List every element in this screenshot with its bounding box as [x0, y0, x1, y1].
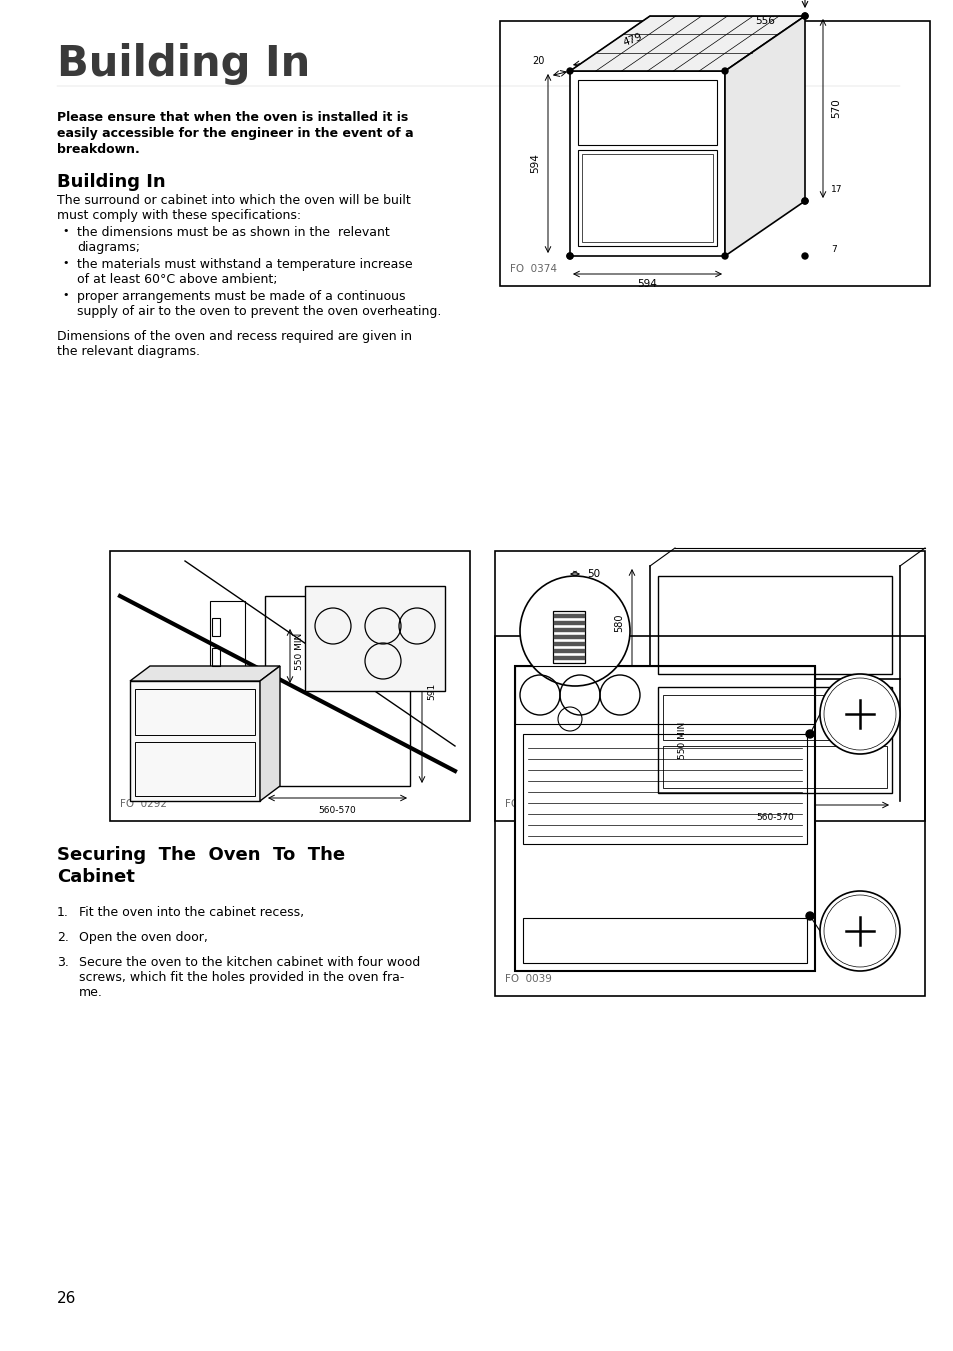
- Text: the relevant diagrams.: the relevant diagrams.: [57, 345, 200, 358]
- Circle shape: [801, 14, 807, 19]
- Circle shape: [566, 68, 573, 74]
- Text: 556: 556: [754, 15, 774, 26]
- Text: •: •: [62, 258, 69, 267]
- Text: 26: 26: [57, 1292, 76, 1306]
- Text: Open the oven door,: Open the oven door,: [79, 931, 208, 944]
- Bar: [265, 596, 410, 786]
- Text: breakdown.: breakdown.: [57, 143, 139, 155]
- Text: 479: 479: [620, 31, 643, 47]
- Text: Fit the oven into the cabinet recess,: Fit the oven into the cabinet recess,: [79, 907, 304, 919]
- Polygon shape: [260, 666, 280, 801]
- Text: supply of air to the oven to prevent the oven overheating.: supply of air to the oven to prevent the…: [77, 305, 441, 317]
- Text: 550 MIN: 550 MIN: [294, 632, 304, 670]
- Text: The surround or cabinet into which the oven will be built: The surround or cabinet into which the o…: [57, 195, 411, 207]
- Text: 7: 7: [830, 246, 836, 254]
- Text: 591: 591: [427, 682, 436, 700]
- Text: Cabinet: Cabinet: [57, 867, 134, 886]
- Text: Building In: Building In: [57, 173, 166, 190]
- Text: of at least 60°C above ambient;: of at least 60°C above ambient;: [77, 273, 277, 286]
- Circle shape: [820, 892, 899, 971]
- Bar: [495, 636, 924, 996]
- Bar: [581, 154, 712, 242]
- Bar: [135, 742, 254, 796]
- Text: 2.: 2.: [57, 931, 69, 944]
- Text: Dimensions of the oven and recess required are given in: Dimensions of the oven and recess requir…: [57, 330, 412, 343]
- Bar: [578, 80, 717, 145]
- Text: 594: 594: [637, 280, 657, 289]
- Text: Securing  The  Oven  To  The: Securing The Oven To The: [57, 846, 345, 865]
- Text: proper arrangements must be made of a continuous: proper arrangements must be made of a co…: [77, 290, 405, 303]
- Polygon shape: [130, 666, 280, 681]
- Text: 50: 50: [586, 569, 599, 580]
- Circle shape: [820, 674, 899, 754]
- Bar: [210, 601, 245, 690]
- Text: Please ensure that when the oven is installed it is: Please ensure that when the oven is inst…: [57, 111, 408, 124]
- Text: 20: 20: [531, 55, 543, 66]
- Circle shape: [721, 253, 727, 259]
- Circle shape: [566, 253, 573, 259]
- Text: easily accessible for the engineer in the event of a: easily accessible for the engineer in th…: [57, 127, 414, 141]
- Circle shape: [519, 576, 629, 686]
- Text: 17: 17: [830, 185, 841, 193]
- Text: Secure the oven to the kitchen cabinet with four wood: Secure the oven to the kitchen cabinet w…: [79, 957, 420, 969]
- Polygon shape: [724, 16, 804, 255]
- Circle shape: [801, 14, 807, 19]
- Bar: [662, 696, 886, 740]
- Bar: [658, 686, 891, 793]
- Bar: [522, 734, 806, 844]
- Text: Building In: Building In: [57, 43, 310, 85]
- Bar: [499, 22, 929, 286]
- Bar: [515, 666, 814, 971]
- Circle shape: [566, 253, 573, 259]
- Text: 3.: 3.: [57, 957, 69, 969]
- Text: 550 MIN: 550 MIN: [678, 721, 686, 758]
- Circle shape: [801, 253, 807, 259]
- Bar: [662, 746, 886, 788]
- Text: FO  0292: FO 0292: [120, 798, 167, 809]
- Circle shape: [805, 912, 813, 920]
- Bar: [569, 72, 724, 255]
- Bar: [522, 917, 806, 963]
- Polygon shape: [569, 16, 804, 72]
- Text: 580: 580: [614, 613, 623, 632]
- Bar: [212, 648, 220, 666]
- Text: FO  0374: FO 0374: [510, 263, 557, 274]
- Circle shape: [805, 730, 813, 738]
- Text: must comply with these specifications:: must comply with these specifications:: [57, 209, 301, 222]
- Circle shape: [801, 199, 807, 204]
- Text: the materials must withstand a temperature increase: the materials must withstand a temperatu…: [77, 258, 413, 272]
- Bar: [578, 150, 717, 246]
- Bar: [212, 617, 220, 636]
- Text: 1.: 1.: [57, 907, 69, 919]
- Text: 594: 594: [530, 154, 539, 173]
- Bar: [495, 551, 924, 821]
- Circle shape: [801, 199, 807, 204]
- Text: screws, which fit the holes provided in the oven fra-: screws, which fit the holes provided in …: [79, 971, 404, 984]
- Circle shape: [721, 68, 727, 74]
- Text: •: •: [62, 226, 69, 236]
- Text: •: •: [62, 290, 69, 300]
- Bar: [305, 586, 444, 690]
- Text: 570: 570: [830, 99, 841, 119]
- Bar: [135, 689, 254, 735]
- Bar: [515, 666, 814, 724]
- Bar: [658, 576, 891, 674]
- Text: the dimensions must be as shown in the  relevant: the dimensions must be as shown in the r…: [77, 226, 390, 239]
- Bar: [110, 551, 470, 821]
- Text: 560-570: 560-570: [756, 813, 793, 821]
- Text: me.: me.: [79, 986, 103, 998]
- Text: FO  0290: FO 0290: [504, 798, 551, 809]
- Bar: [130, 681, 260, 801]
- Text: 560-570: 560-570: [318, 807, 356, 815]
- Text: diagrams;: diagrams;: [77, 240, 140, 254]
- Bar: [553, 611, 584, 663]
- Text: FO  0039: FO 0039: [504, 974, 551, 984]
